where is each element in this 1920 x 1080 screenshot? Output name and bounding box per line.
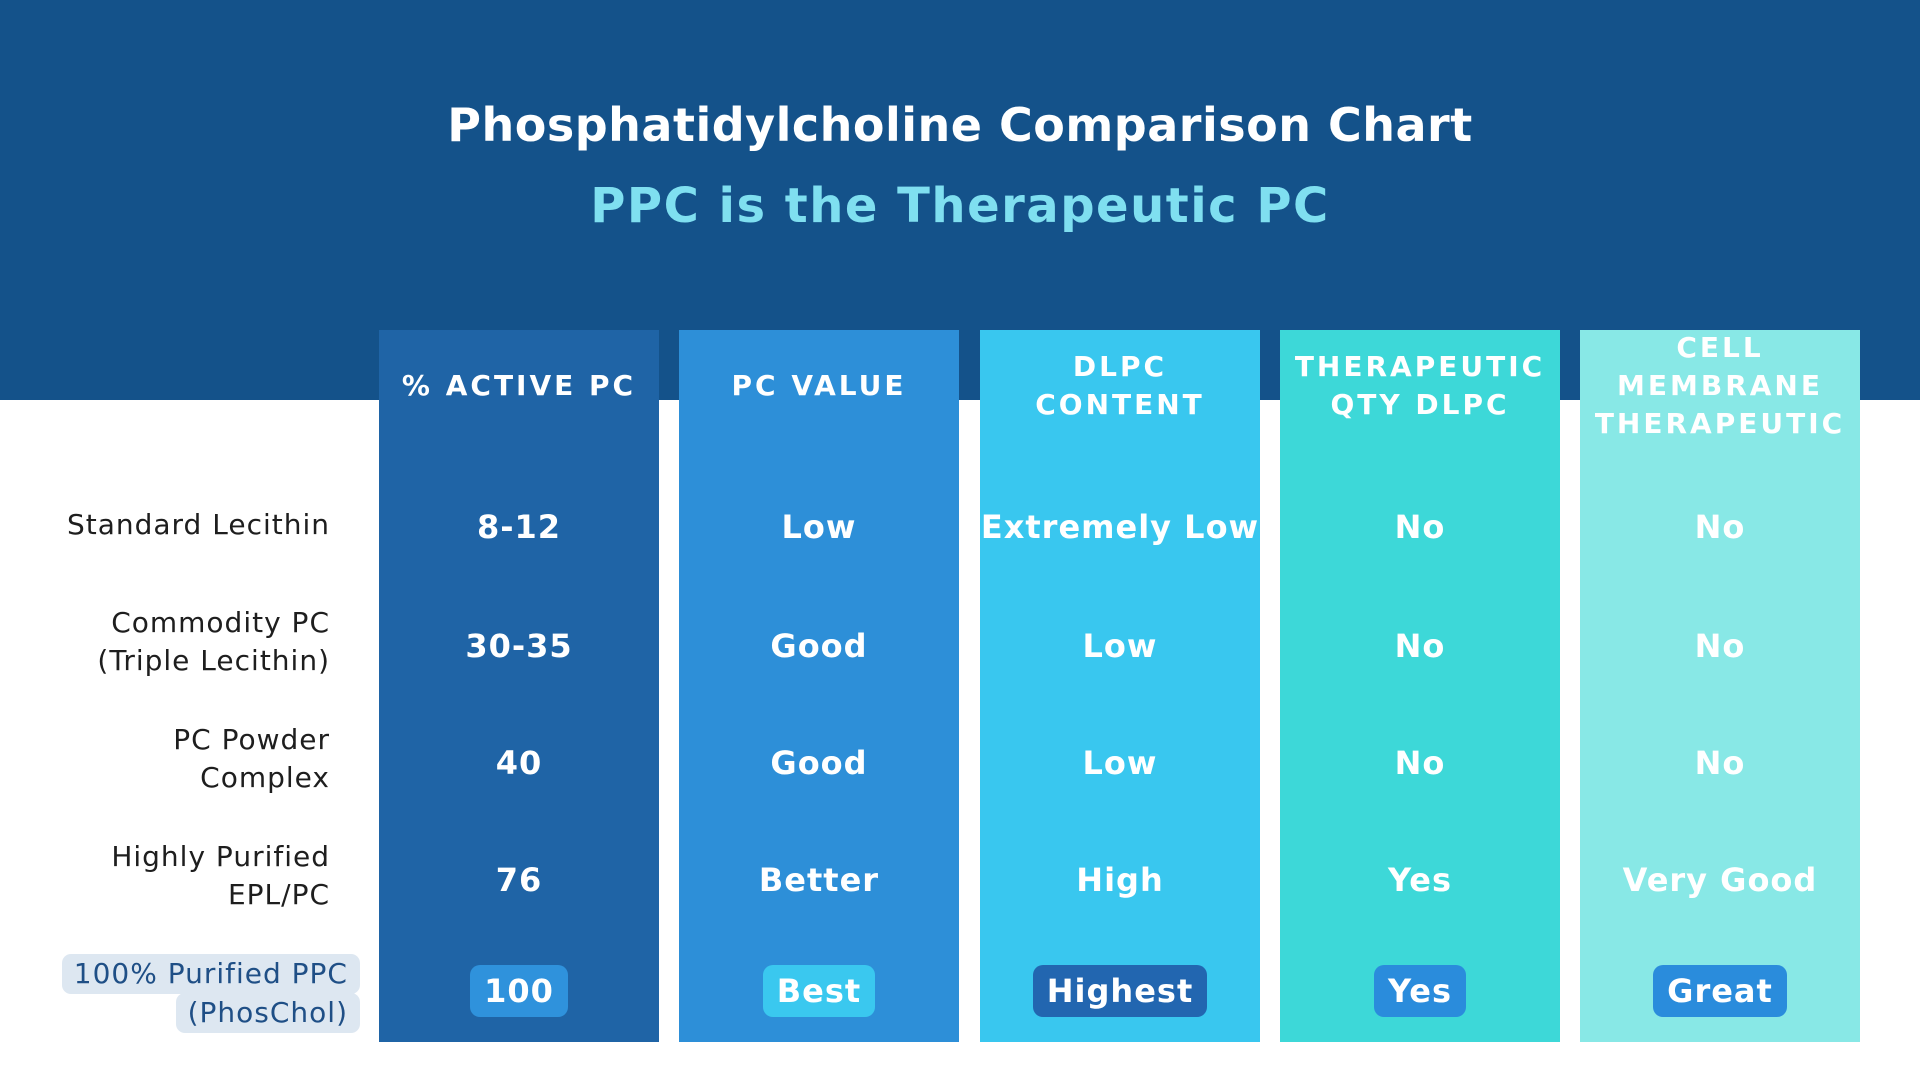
cell-value: High [1076, 861, 1164, 899]
cell-value: No [1694, 627, 1746, 665]
row-label-pc-powder: PC Powder Complex [40, 721, 330, 797]
row-label-line: Standard Lecithin [66, 508, 330, 541]
cell-commodity-pc-pc-value: Good [679, 616, 959, 676]
cell-commodity-pc-active-pc: 30-35 [379, 616, 659, 676]
cell-value: Good [770, 627, 868, 665]
column-header-cell-membrane-therapeutic: CELL MEMBRANE THERAPEUTIC [1594, 331, 1846, 440]
cell-value: 8-12 [476, 508, 562, 546]
row-label-line: Highly Purified [111, 840, 330, 873]
row-label-standard-lecithin: Standard Lecithin [40, 506, 330, 544]
highlight-pill: Yes [1374, 965, 1466, 1017]
cell-standard-lecithin-cell-membrane: No [1580, 497, 1860, 557]
highlight-pill: Highest [1032, 965, 1208, 1017]
cell-value: Low [1082, 627, 1158, 665]
cell-value: Good [770, 744, 868, 782]
cell-value: No [1394, 508, 1446, 546]
row-label-commodity-pc: Commodity PC (Triple Lecithin) [40, 604, 330, 680]
column-active-pc: % ACTIVE PC 8-12 30-35 40 76 100 [379, 330, 659, 1042]
column-header-pc-value: PC VALUE [731, 369, 907, 402]
cell-value: Yes [1388, 861, 1452, 899]
cell-value: Low [1082, 744, 1158, 782]
cell-value: Extremely Low [980, 508, 1260, 546]
column-therapeutic-qty-dlpc: THERAPEUTIC QTY DLPC No No No Yes Yes [1280, 330, 1560, 1042]
column-cell-membrane-therapeutic: CELL MEMBRANE THERAPEUTIC No No No Very … [1580, 330, 1860, 1042]
cell-highly-purified-dlpc-content: High [980, 850, 1260, 910]
cell-value: 40 [495, 744, 543, 782]
row-label-ppc-line2: (PhosChol) [175, 993, 360, 1033]
cell-commodity-pc-therapeutic-qty: No [1280, 616, 1560, 676]
cell-value: 30-35 [465, 627, 573, 665]
cell-value: No [1694, 508, 1746, 546]
cell-value: Very Good [1622, 861, 1818, 899]
cell-value: Low [781, 508, 857, 546]
row-label-highly-purified: Highly Purified EPL/PC [40, 838, 330, 914]
cell-ppc-active-pc: 100 [379, 961, 659, 1021]
cell-value: No [1694, 744, 1746, 782]
cell-highly-purified-pc-value: Better [679, 850, 959, 910]
cell-ppc-dlpc-content: Highest [980, 961, 1260, 1021]
column-pc-value: PC VALUE Low Good Good Better Best [679, 330, 959, 1042]
page-title: Phosphatidylcholine Comparison Chart [447, 98, 1473, 152]
cell-highly-purified-therapeutic-qty: Yes [1280, 850, 1560, 910]
column-header-therapeutic-qty-dlpc: THERAPEUTIC QTY DLPC [1294, 350, 1546, 421]
cell-value: Better [758, 861, 880, 899]
cell-commodity-pc-dlpc-content: Low [980, 616, 1260, 676]
cell-ppc-therapeutic-qty: Yes [1280, 961, 1560, 1021]
highlight-pill: Great [1653, 965, 1787, 1017]
cell-highly-purified-cell-membrane: Very Good [1580, 850, 1860, 910]
cell-standard-lecithin-therapeutic-qty: No [1280, 497, 1560, 557]
column-header-active-pc: % ACTIVE PC [401, 369, 637, 402]
cell-pc-powder-pc-value: Good [679, 733, 959, 793]
row-label-line: EPL/PC [227, 878, 330, 911]
column-header-dlpc-content: DLPC CONTENT [1035, 350, 1205, 421]
cell-value: No [1394, 744, 1446, 782]
cell-highly-purified-active-pc: 76 [379, 850, 659, 910]
row-label-line: Complex [200, 761, 330, 794]
cell-pc-powder-dlpc-content: Low [980, 733, 1260, 793]
row-label-line: Commodity PC [111, 606, 330, 639]
cell-standard-lecithin-pc-value: Low [679, 497, 959, 557]
cell-pc-powder-active-pc: 40 [379, 733, 659, 793]
highlight-pill: Best [762, 965, 876, 1017]
highlight-pill: 100 [470, 965, 568, 1017]
cell-pc-powder-cell-membrane: No [1580, 733, 1860, 793]
row-label-ppc-line1: 100% Purified PPC [61, 954, 360, 994]
row-label-line: (Triple Lecithin) [97, 644, 330, 677]
cell-value: 76 [495, 861, 543, 899]
cell-standard-lecithin-active-pc: 8-12 [379, 497, 659, 557]
page-subtitle: PPC is the Therapeutic PC [590, 178, 1330, 234]
row-label-line: PC Powder [173, 723, 330, 756]
cell-ppc-cell-membrane: Great [1580, 961, 1860, 1021]
cell-ppc-pc-value: Best [679, 961, 959, 1021]
column-dlpc-content: DLPC CONTENT Extremely Low Low Low High … [980, 330, 1260, 1042]
cell-standard-lecithin-dlpc-content: Extremely Low [980, 497, 1260, 557]
cell-pc-powder-therapeutic-qty: No [1280, 733, 1560, 793]
cell-value: No [1394, 627, 1446, 665]
cell-commodity-pc-cell-membrane: No [1580, 616, 1860, 676]
